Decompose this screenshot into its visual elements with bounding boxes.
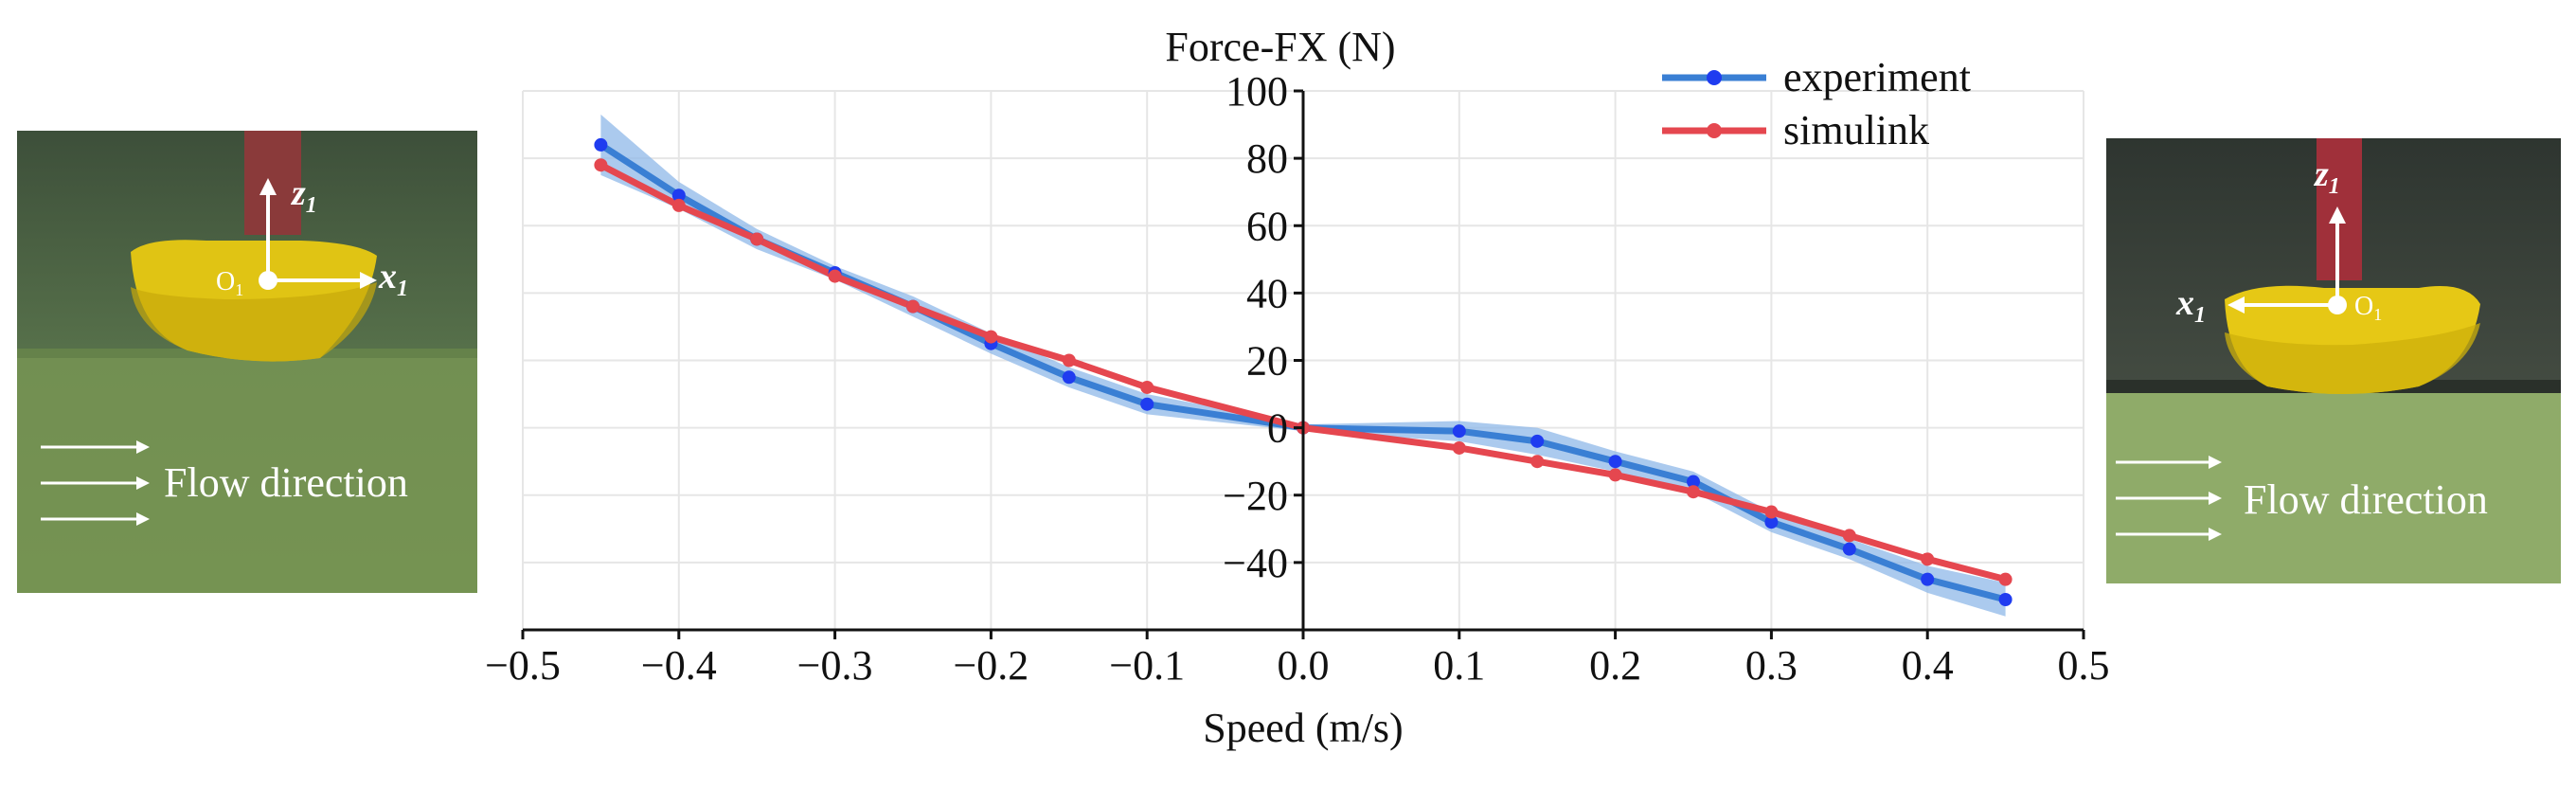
left-photo-scene (17, 131, 477, 593)
data-point-experiment (1530, 434, 1545, 448)
data-point-simulink (594, 158, 608, 172)
legend-marker-simulink (1707, 123, 1722, 138)
y-tick-label: 0 (1267, 405, 1288, 452)
data-point-simulink (1998, 572, 2012, 586)
x-tick-label: −0.1 (1109, 642, 1185, 689)
z-arrowhead-icon (259, 178, 277, 195)
data-point-experiment (1687, 475, 1700, 489)
origin-dot (259, 271, 277, 290)
data-point-simulink (1921, 552, 1935, 566)
data-point-experiment (1608, 455, 1622, 469)
axis-layer: −0.5 −0.4 −0.3 −0.2 −0.1 0.0 0.1 0.2 0.3 0.4 0.5 −4… (485, 24, 2109, 751)
x-tick-label: 0.5 (2058, 642, 2110, 689)
x-arrowhead-icon (2227, 296, 2245, 314)
red-mount-rod (244, 131, 301, 235)
data-point-experiment (1764, 515, 1779, 529)
y-tick-label: 80 (1246, 135, 1288, 182)
right-photo: O1 z1 x1 Flow direction (2106, 138, 2561, 583)
y-tick-label: 20 (1246, 338, 1288, 385)
x-tick-label: 0.1 (1433, 642, 1485, 689)
data-point-experiment (1062, 370, 1076, 385)
x-axis-label: x1 (378, 257, 408, 301)
x-tick-label: −0.4 (641, 642, 717, 689)
y-tick-label: 100 (1225, 68, 1288, 115)
right-photo-overlay: O1 z1 x1 Flow direction (2116, 154, 2488, 541)
x-axis-label: x1 (2175, 283, 2206, 328)
legend-label-experiment: experiment (1783, 54, 1971, 100)
x-tick-label: 0.2 (1589, 642, 1641, 689)
data-point-experiment (1842, 542, 1856, 556)
marker-layer (594, 137, 2012, 606)
z-axis-label: z1 (290, 173, 317, 218)
origin-dot (2328, 296, 2347, 314)
y-tick-label: 40 (1246, 270, 1288, 316)
x-tick-label: 0.3 (1745, 642, 1798, 689)
data-point-simulink (1452, 440, 1466, 455)
y-tick-label: −20 (1223, 473, 1288, 519)
flow-direction-label: Flow direction (2244, 476, 2488, 523)
legend-marker-experiment (1707, 70, 1722, 85)
data-point-simulink (984, 330, 998, 344)
data-point-experiment (1140, 397, 1154, 411)
origin-label: O1 (2354, 292, 2382, 324)
flow-direction-label: Flow direction (164, 459, 408, 506)
chart-title: Force-FX (N) (1165, 24, 1395, 70)
data-point-experiment (1998, 592, 2012, 606)
data-point-simulink (1687, 485, 1700, 499)
data-point-simulink (1530, 455, 1545, 469)
data-point-simulink (1764, 505, 1779, 519)
y-tick-label: 60 (1246, 203, 1288, 249)
y-tick-label: −40 (1223, 540, 1288, 586)
hull-shadow (131, 282, 377, 362)
data-point-simulink (1608, 468, 1622, 482)
x-tick-label: 0.4 (1902, 642, 1954, 689)
z-axis-label: z1 (2313, 154, 2340, 199)
data-point-simulink (1140, 380, 1154, 394)
tank-floor (17, 358, 477, 593)
x-tick-label: −0.2 (953, 642, 1029, 689)
data-point-simulink (1062, 353, 1076, 368)
hull-shadow (2225, 323, 2480, 394)
x-tick-label: −0.5 (485, 642, 561, 689)
data-point-experiment (671, 188, 686, 203)
legend-label-simulink: simulink (1783, 107, 1929, 153)
data-point-experiment (1452, 424, 1466, 439)
data-point-simulink (1842, 529, 1856, 543)
x-tick-label: −0.3 (797, 642, 873, 689)
x-tick-label: 0.0 (1278, 642, 1330, 689)
x-arrowhead-icon (360, 272, 377, 289)
data-point-simulink (906, 299, 920, 314)
data-point-simulink (750, 232, 764, 246)
origin-label: O1 (216, 267, 243, 299)
flow-arrows-icon (41, 440, 150, 526)
tank-floor (2106, 389, 2561, 583)
data-point-experiment (1921, 572, 1935, 586)
data-point-simulink (671, 198, 686, 212)
right-photo-scene (2106, 138, 2561, 583)
x-axis-title: Speed (m/s) (1203, 705, 1403, 751)
legend: experiment simulink (1662, 54, 1971, 153)
z-arrowhead-icon (2329, 206, 2346, 224)
data-point-experiment (594, 137, 608, 152)
left-photo-overlay: O1 z1 x1 Flow direction (41, 173, 408, 526)
left-photo: O1 z1 x1 Flow direction (17, 131, 477, 593)
data-point-simulink (828, 269, 842, 283)
flow-arrows-icon (2116, 456, 2222, 541)
